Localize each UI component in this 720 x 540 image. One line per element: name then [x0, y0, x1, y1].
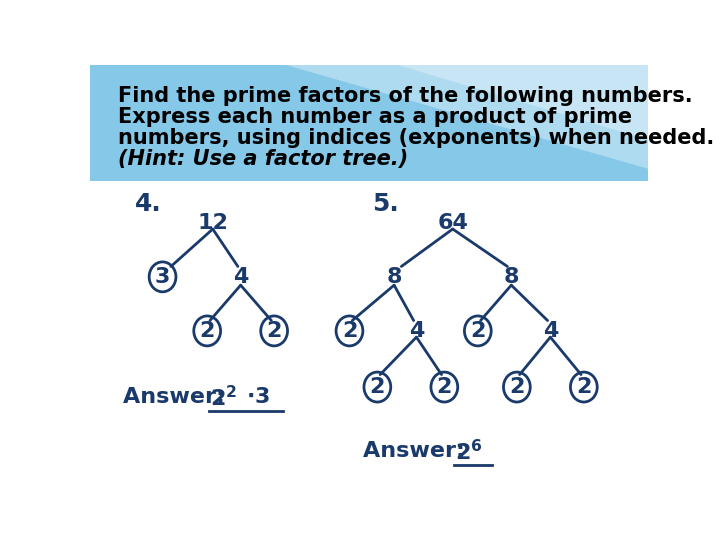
- Text: Answer:: Answer:: [364, 442, 481, 462]
- Text: numbers, using indices (exponents) when needed.: numbers, using indices (exponents) when …: [118, 128, 714, 148]
- Text: 2: 2: [342, 321, 357, 341]
- Text: $\mathbf{\cdot 3}$: $\mathbf{\cdot 3}$: [246, 387, 270, 408]
- Text: $\mathbf{2^2}$: $\mathbf{2^2}$: [210, 385, 237, 410]
- Polygon shape: [285, 65, 648, 168]
- Text: 4: 4: [233, 267, 248, 287]
- Text: Express each number as a product of prime: Express each number as a product of prim…: [118, 107, 632, 127]
- Text: 3: 3: [155, 267, 170, 287]
- Text: 2: 2: [436, 377, 452, 397]
- Text: 2: 2: [509, 377, 525, 397]
- Text: 2: 2: [576, 377, 592, 397]
- Text: 64: 64: [437, 213, 468, 233]
- Text: 4: 4: [543, 321, 558, 341]
- Text: 4.: 4.: [135, 192, 161, 216]
- Text: 12: 12: [197, 213, 228, 233]
- Text: (Hint: Use a factor tree.): (Hint: Use a factor tree.): [118, 149, 408, 169]
- Text: Answer:: Answer:: [124, 387, 233, 408]
- Polygon shape: [90, 65, 648, 181]
- Text: 4: 4: [409, 321, 424, 341]
- Text: 2: 2: [470, 321, 485, 341]
- Text: Find the prime factors of the following numbers.: Find the prime factors of the following …: [118, 86, 693, 106]
- Text: 2: 2: [199, 321, 215, 341]
- Text: $\mathbf{2^6}$: $\mathbf{2^6}$: [456, 439, 483, 464]
- Text: 8: 8: [503, 267, 519, 287]
- Text: 5.: 5.: [372, 192, 399, 216]
- Text: 2: 2: [266, 321, 282, 341]
- Text: 8: 8: [387, 267, 402, 287]
- Text: 2: 2: [369, 377, 385, 397]
- Polygon shape: [397, 65, 648, 140]
